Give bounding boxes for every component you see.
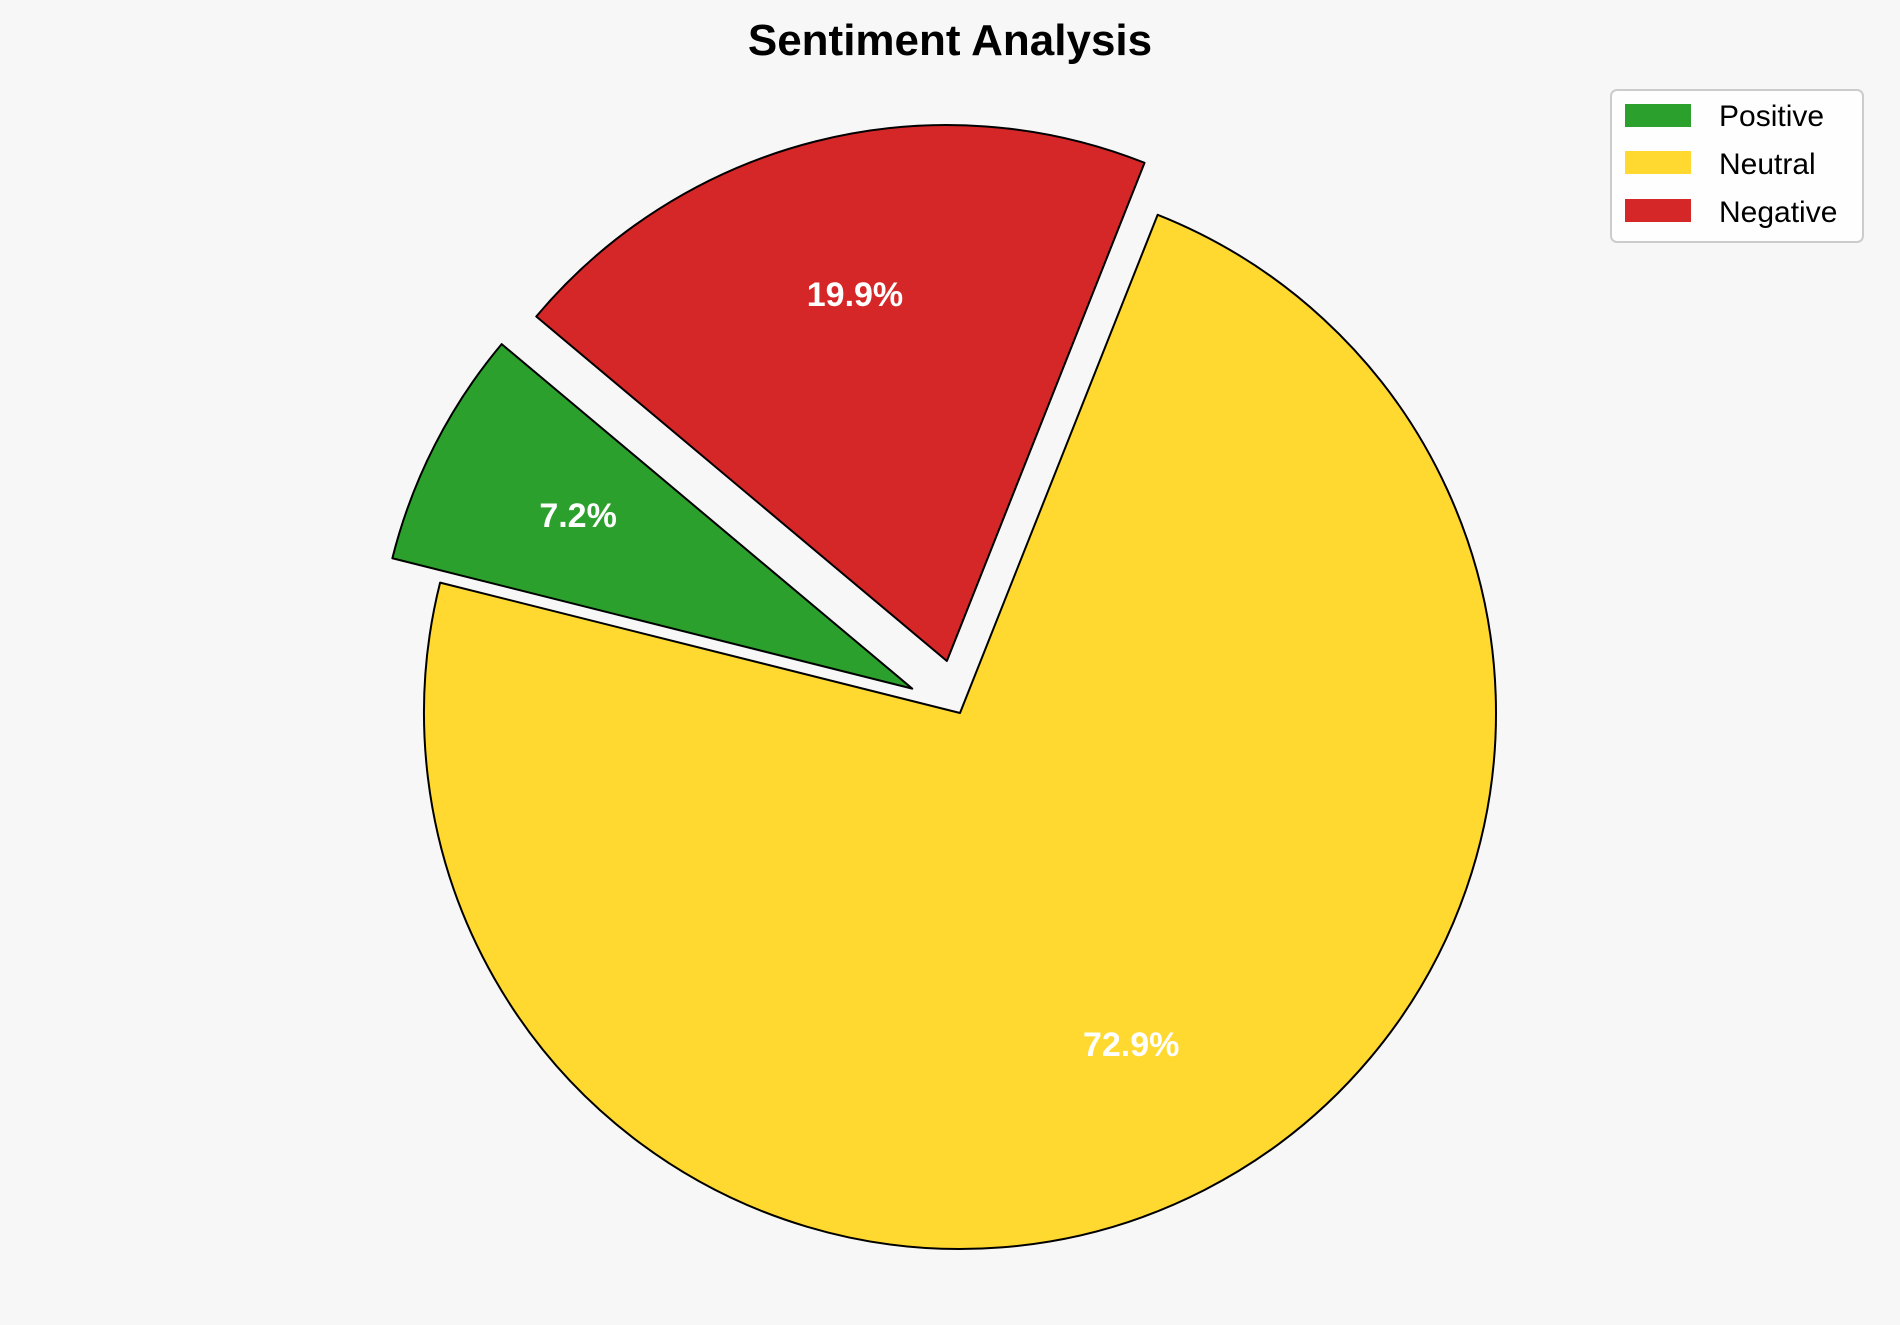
pie-slices [391, 124, 1497, 1250]
legend-swatch-negative [1625, 199, 1691, 222]
legend-swatch-neutral [1625, 151, 1691, 174]
chart-title: Sentiment Analysis [748, 16, 1152, 65]
pie-slice-positive [391, 343, 914, 690]
pie-slice-negative [535, 124, 1146, 663]
pie-slice-neutral [423, 213, 1497, 1250]
legend-label-negative: Negative [1719, 196, 1837, 229]
pct-label-neutral: 72.9% [1083, 1026, 1179, 1064]
legend-label-positive: Positive [1719, 100, 1824, 133]
pct-labels: 7.2% 72.9% 19.9% [539, 276, 1179, 1064]
pct-label-positive: 7.2% [539, 497, 617, 535]
legend-label-neutral: Neutral [1719, 148, 1816, 181]
pct-label-negative: 19.9% [807, 276, 903, 314]
legend: Positive Neutral Negative [1610, 89, 1864, 243]
legend-swatch-positive [1625, 104, 1691, 127]
